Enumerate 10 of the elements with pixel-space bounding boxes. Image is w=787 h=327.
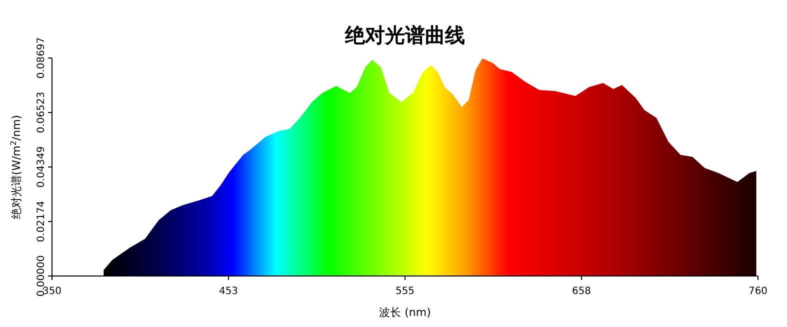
- x-tick-label: 658: [572, 286, 592, 297]
- x-axis-title: 波长 (nm): [379, 306, 431, 319]
- y-tick-label: 0.02174: [36, 200, 47, 242]
- chart-title: 绝对光谱曲线: [344, 23, 465, 47]
- y-tick-label: 0.06523: [36, 92, 47, 134]
- x-tick-label: 760: [748, 286, 768, 297]
- y-tick-label: 0.04349: [36, 146, 47, 188]
- x-tick-label: 555: [395, 286, 415, 297]
- y-tick-label: 0.08697: [36, 37, 47, 79]
- x-tick-label: 453: [218, 286, 238, 297]
